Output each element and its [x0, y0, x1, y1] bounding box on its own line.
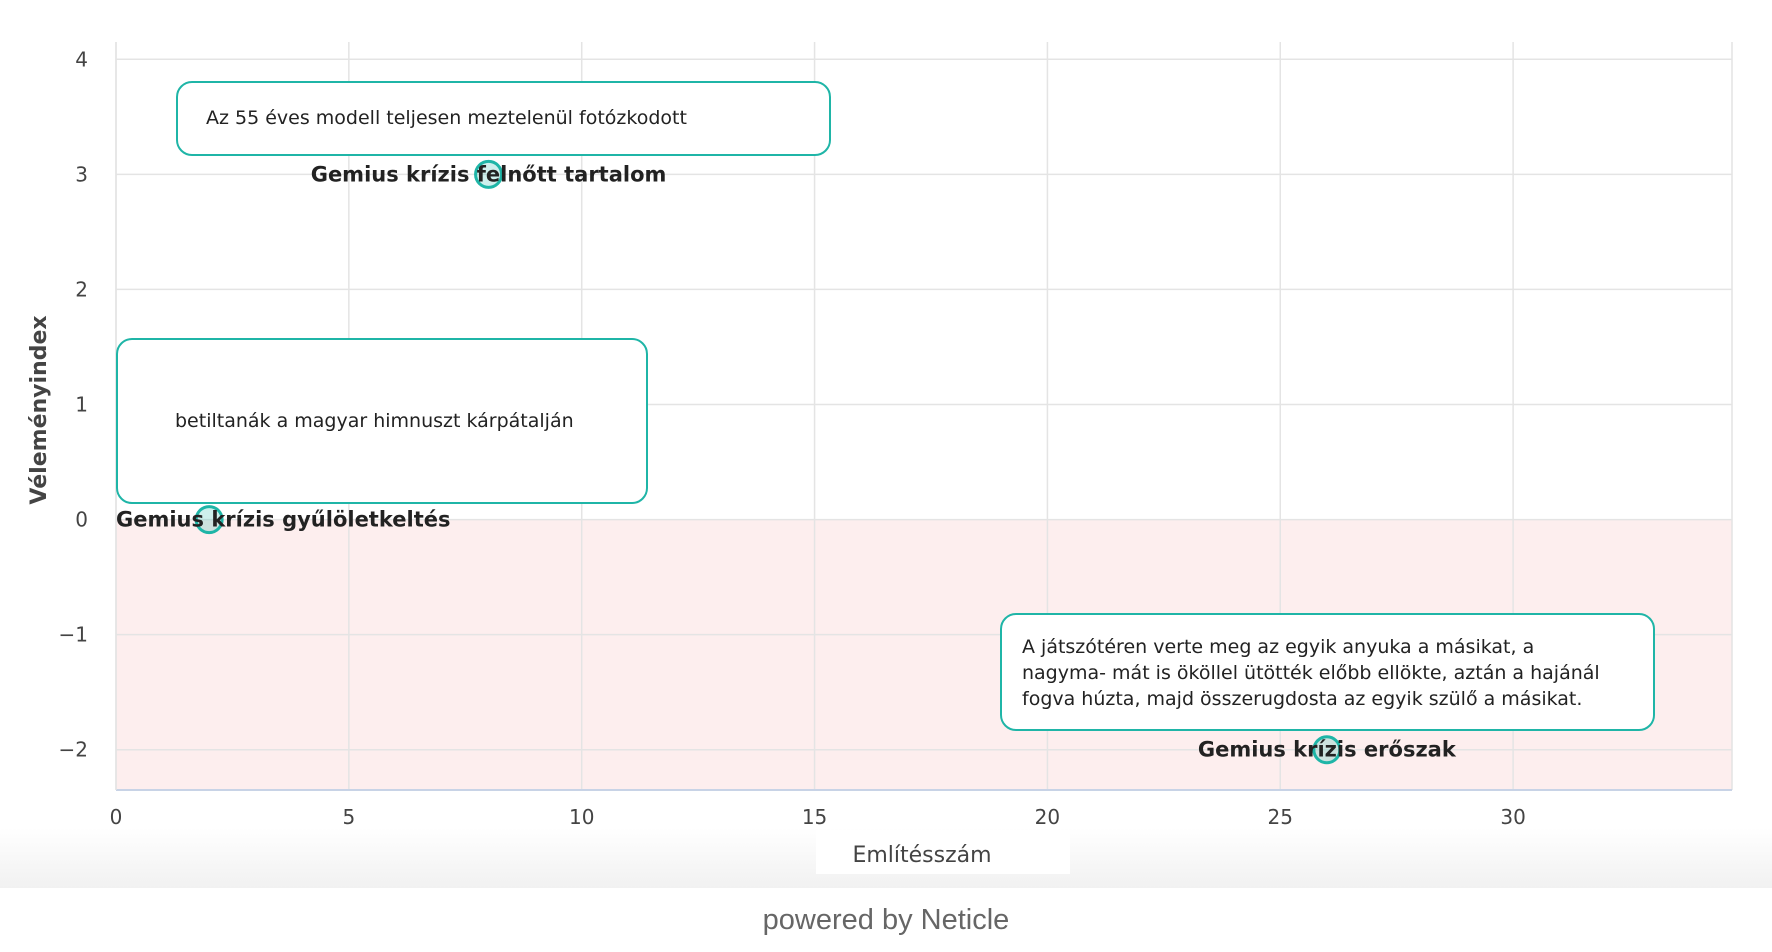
point-label: Gemius krízis erőszak: [1198, 738, 1457, 762]
tooltip-text: betiltanák a magyar himnuszt kárpátalján: [175, 410, 574, 432]
x-tick-label: 0: [110, 805, 123, 829]
tooltip-gyuloletkeltes: betiltanák a magyar himnuszt kárpátalján: [116, 338, 648, 504]
data-point: [1312, 735, 1342, 765]
x-tick-label: 20: [1035, 805, 1060, 829]
y-tick-label: −2: [59, 738, 88, 762]
x-tick-label: 15: [802, 805, 827, 829]
x-axis-label-background: [816, 830, 1070, 874]
x-tick-label: 30: [1500, 805, 1525, 829]
data-point: [474, 159, 504, 189]
x-tick-label: 25: [1268, 805, 1293, 829]
chart-area: 0 5 10 15 20 25 30 −2 −1 0 1 2 3 4 Említésszám Vélemény…: [0, 42, 1772, 888]
y-tick-label: 1: [75, 392, 88, 416]
tooltip-text: Az 55 éves modell teljesen meztelenül fo…: [206, 107, 687, 129]
tooltip-felnott-tartalom: Az 55 éves modell teljesen meztelenül fo…: [176, 81, 831, 156]
y-tick-label: −1: [59, 623, 88, 647]
footer: powered by Neticle: [0, 888, 1772, 952]
powered-by-text: powered by Neticle: [762, 903, 1010, 936]
y-tick-label: 3: [75, 162, 88, 186]
point-label: Gemius krízis felnőtt tartalom: [311, 162, 667, 186]
x-axis-title: Említésszám: [852, 843, 991, 868]
tooltip-text: A játszótéren verte meg az egyik anyuka …: [1022, 636, 1600, 710]
y-tick-label: 0: [75, 508, 88, 532]
tooltip-eroszak: A játszótéren verte meg az egyik anyuka …: [1000, 613, 1655, 731]
point-label: Gemius krízis gyűlöletkeltés: [116, 508, 450, 532]
y-tick-label: 4: [75, 47, 88, 71]
y-axis-title: Véleményindex: [27, 315, 52, 504]
x-tick-label: 5: [342, 805, 355, 829]
x-tick-label: 10: [569, 805, 594, 829]
y-tick-label: 2: [75, 277, 88, 301]
data-point: [194, 505, 224, 535]
